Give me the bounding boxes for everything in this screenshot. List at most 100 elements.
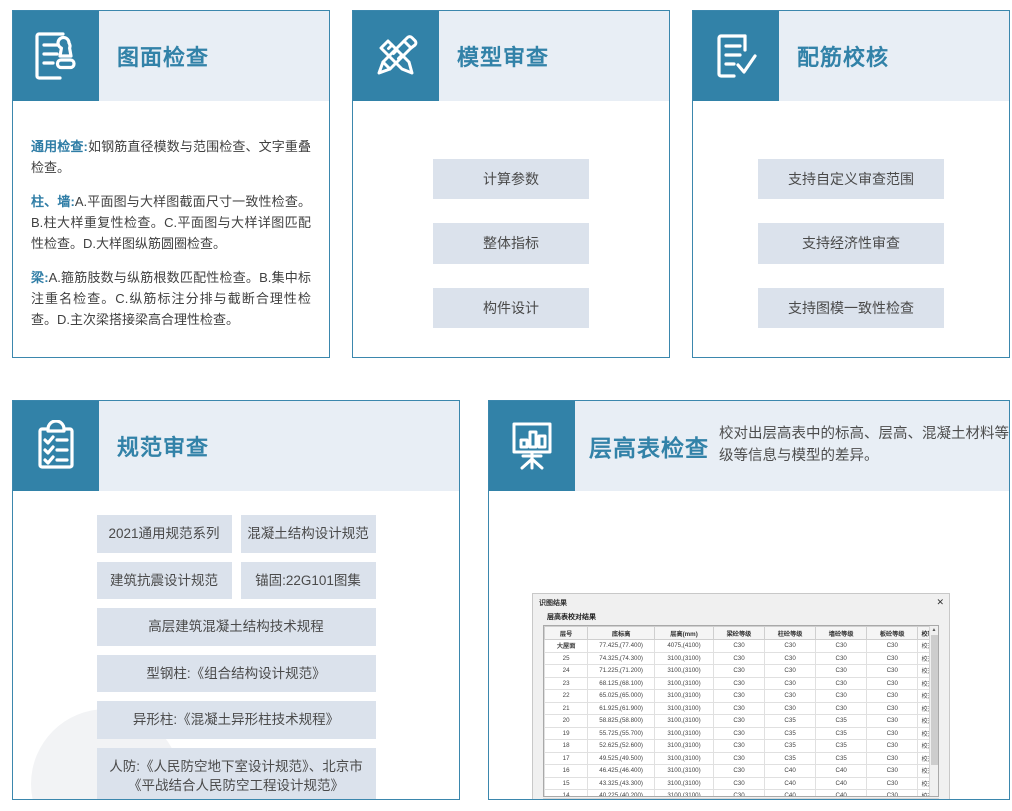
table-row[interactable]: 22 65.025,(65.000) 3100,(3100) C30 C30 C30 C30… xyxy=(544,689,938,703)
table-row[interactable]: 18 52.625,(52.600) 3100,(3100) C30 C35 C35 C30… xyxy=(544,739,938,753)
table-row[interactable]: 23 68.125,(68.100) 3100,(3100) C30 C30 C30 C30… xyxy=(544,676,938,690)
document-check-icon xyxy=(693,11,779,101)
card-title: 层高表检查 xyxy=(589,435,709,461)
pill-model-consistency[interactable]: 支持图模一致性检查 xyxy=(758,287,944,328)
table-cell: C30 xyxy=(815,639,868,653)
table-cell: C30 xyxy=(764,701,817,715)
table-cell: 3100,(3100) xyxy=(654,714,714,728)
table-cell: 3100,(3100) xyxy=(654,689,714,703)
table-cell: C35 xyxy=(815,726,868,740)
table-row[interactable]: 21 61.925,(61.900) 3100,(3100) C30 C30 C30 C30… xyxy=(544,701,938,715)
pill-civil-defense-code[interactable]: 人防:《人民防空地下室设计规范》、北京市 《平战结合人民防空工程设计规范》 xyxy=(96,747,376,799)
pill-steel-column-code[interactable]: 型钢柱:《组合结构设计规范》 xyxy=(96,654,376,693)
dialog-group-label: 层高表校对结果 xyxy=(547,614,596,621)
card-title-wrap: 配筋校核 xyxy=(779,11,1009,101)
col-slab-grade: 板砼等级 xyxy=(866,626,919,640)
stamped-document-icon xyxy=(13,11,99,101)
card-story-table-check: 层高表检查 校对出层高表中的标高、层高、混凝土材料等级等信息与模型的差异。 识图… xyxy=(488,400,1010,800)
card-title-wrap: 图面检查 xyxy=(99,11,329,101)
table-cell: C30 xyxy=(815,676,868,690)
table-row[interactable]: 20 58.825,(58.800) 3100,(3100) C30 C35 C35 C30… xyxy=(544,714,938,728)
scroll-left-icon[interactable]: ◀ xyxy=(544,799,553,800)
table-cell: C30 xyxy=(866,764,919,778)
table-cell: C40 xyxy=(764,776,817,790)
table-row[interactable]: 25 74.325,(74.300) 3100,(3100) C30 C30 C30 C30… xyxy=(544,651,938,665)
clipboard-checklist-icon xyxy=(13,401,99,491)
pill-economic-review[interactable]: 支持经济性审查 xyxy=(758,223,944,264)
table-cell: 3100,(3100) xyxy=(654,764,714,778)
pill-overall-index[interactable]: 整体指标 xyxy=(433,223,589,264)
table-row[interactable]: 15 43.325,(43.300) 3100,(3100) C30 C40 C40 C30… xyxy=(544,776,938,790)
table-cell: C30 xyxy=(866,651,919,665)
table-cell: C30 xyxy=(866,739,919,753)
table-cell: 3100,(3100) xyxy=(654,739,714,753)
table-cell: 大屋面 xyxy=(544,639,589,653)
rebar-check-list: 支持自定义审查范围 支持经济性审查 支持图模一致性检查 xyxy=(711,117,991,328)
table-row[interactable]: 19 55.725,(55.700) 3100,(3100) C30 C35 C35 C30… xyxy=(544,726,938,740)
table-cell: C40 xyxy=(764,789,817,796)
paragraph-beam: 梁:A.箍筋肢数与纵筋根数匹配性检查。B.集中标注重名检查。C.纵筋标注分排与截… xyxy=(31,267,311,330)
pill-anchorage-22g101[interactable]: 锚固:22G101图集 xyxy=(240,561,376,600)
table-cell: 14 xyxy=(544,789,589,796)
table-cell: C30 xyxy=(866,689,919,703)
close-icon[interactable]: ✕ xyxy=(936,597,944,607)
table-cell: C30 xyxy=(712,776,766,790)
table-cell: 71.225,(71.200) xyxy=(587,664,656,678)
table-cell: 3100,(3100) xyxy=(654,651,714,665)
vertical-scroll-thumb[interactable] xyxy=(931,635,938,765)
card-title-wrap: 规范审查 xyxy=(99,401,459,491)
table-row[interactable]: 大屋面 77.425,(77.400) 4075,(4100) C30 C30 C30 C3… xyxy=(544,639,938,653)
pill-highrise-concrete-code[interactable]: 高层建筑混凝土结构技术规程 xyxy=(96,608,376,646)
table-cell: C30 xyxy=(815,701,868,715)
table-row[interactable]: 16 46.425,(46.400) 3100,(3100) C30 C40 C40 C30… xyxy=(544,764,938,778)
table-cell: 49.525,(49.500) xyxy=(587,751,656,765)
table-cell: 15 xyxy=(544,776,589,790)
scroll-right-icon[interactable]: ▶ xyxy=(929,799,938,800)
pill-custom-scope[interactable]: 支持自定义审查范围 xyxy=(758,159,944,200)
table-cell: 19 xyxy=(544,726,589,740)
paragraph-column-wall: 柱、墙:A.平面图与大样图截面尺寸一致性检查。B.柱大样重复性检查。C.平面图与… xyxy=(31,191,311,254)
card-description: 校对出层高表中的标高、层高、混凝土材料等级等信息与模型的差异。 xyxy=(719,426,1009,464)
card-body: 支持自定义审查范围 支持经济性审查 支持图模一致性检查 xyxy=(693,101,1009,346)
pencil-ruler-icon xyxy=(353,11,439,101)
table-cell: C30 xyxy=(866,639,919,653)
pill-2021-general-codes[interactable]: 2021通用规范系列 xyxy=(96,515,232,553)
story-table: 层号 底标高 层高(mm) 梁砼等级 柱砼等级 墙砼等级 板砼等级 校审 大屋面… xyxy=(544,626,938,796)
story-table-dialog: 识图结果 ✕ 层高表校对结果 层号 底标高 xyxy=(532,593,950,800)
pill-special-column-code[interactable]: 异形柱:《混凝土异形柱技术规程》 xyxy=(96,701,376,739)
horizontal-scrollbar[interactable]: ◀ ▶ xyxy=(543,798,939,800)
table-cell: C30 xyxy=(712,651,766,665)
pill-row: 建筑抗震设计规范 锚固:22G101图集 xyxy=(96,561,376,600)
table-row[interactable]: 17 49.525,(49.500) 3100,(3100) C30 C35 C35 C30… xyxy=(544,751,938,765)
table-cell: C30 xyxy=(866,714,919,728)
dialog-title: 识图结果 xyxy=(539,599,567,607)
table-cell: C35 xyxy=(815,751,868,765)
pill-member-design[interactable]: 构件设计 xyxy=(433,287,589,328)
pill-concrete-structure-code[interactable]: 混凝土结构设计规范 xyxy=(240,515,376,553)
table-cell: C35 xyxy=(815,714,868,728)
table-cell: C35 xyxy=(815,739,868,753)
card-title-wrap: 模型审查 xyxy=(439,11,669,101)
table-cell: 61.925,(61.900) xyxy=(587,701,656,715)
table-cell: 3100,(3100) xyxy=(654,664,714,678)
table-row[interactable]: 14 40.225,(40.200) 3100,(3100) C30 C40 C40 C30… xyxy=(544,789,938,796)
table-row[interactable]: 24 71.225,(71.200) 3100,(3100) C30 C30 C30 C30… xyxy=(544,664,938,678)
pill-seismic-design-code[interactable]: 建筑抗震设计规范 xyxy=(96,561,232,600)
table-cell: C30 xyxy=(866,789,919,796)
table-cell: 65.025,(65.000) xyxy=(587,689,656,703)
col-wall-grade: 墙砼等级 xyxy=(815,626,868,640)
table-cell: C35 xyxy=(764,739,817,753)
table-cell: 3100,(3100) xyxy=(654,701,714,715)
table-cell: 68.125,(68.100) xyxy=(587,676,656,690)
table-cell: C30 xyxy=(712,714,766,728)
card-header: 模型审查 xyxy=(353,11,669,101)
col-story-no: 层号 xyxy=(544,626,589,640)
card-header: 配筋校核 xyxy=(693,11,1009,101)
table-cell: C40 xyxy=(764,764,817,778)
pill-calc-params[interactable]: 计算参数 xyxy=(433,159,589,200)
vertical-scrollbar[interactable]: ▲ xyxy=(929,626,938,796)
scroll-up-icon[interactable]: ▲ xyxy=(931,627,937,633)
table-cell: C30 xyxy=(712,739,766,753)
paragraph-sep: : xyxy=(83,139,88,154)
